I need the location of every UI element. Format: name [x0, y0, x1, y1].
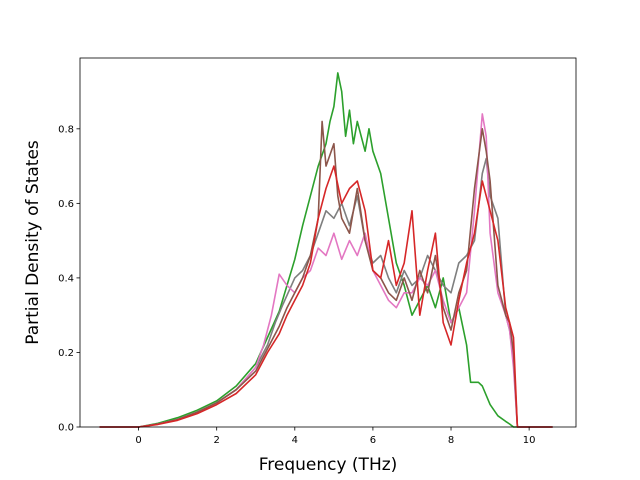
- x-tick-label: 6: [370, 435, 376, 446]
- x-tick-label: 4: [292, 435, 298, 446]
- series-line-4: [99, 120, 553, 428]
- y-tick-label: 0.4: [58, 273, 74, 284]
- y-tick-label: 0.2: [58, 348, 74, 359]
- y-tick-label: 0.6: [58, 199, 74, 210]
- x-axis-title: Frequency (THz): [259, 455, 398, 475]
- x-tick-label: 2: [214, 435, 220, 446]
- plot-lines: [99, 72, 553, 428]
- y-tick-label: 0.0: [58, 423, 74, 434]
- axes-frame: [79, 57, 577, 428]
- y-axis-ticks: 0.0 0.2 0.4 0.6 0.8: [58, 124, 80, 434]
- y-tick-label: 0.8: [58, 124, 74, 135]
- x-tick-label: 10: [523, 435, 536, 446]
- x-tick-label: 8: [448, 435, 454, 446]
- x-tick-label: 0: [135, 435, 141, 446]
- x-axis-ticks: 0 2 4 6 8 10: [135, 427, 536, 446]
- series-line-5: [99, 165, 553, 428]
- y-axis-title: Partial Density of States: [23, 140, 43, 345]
- series-line-1: [99, 72, 553, 428]
